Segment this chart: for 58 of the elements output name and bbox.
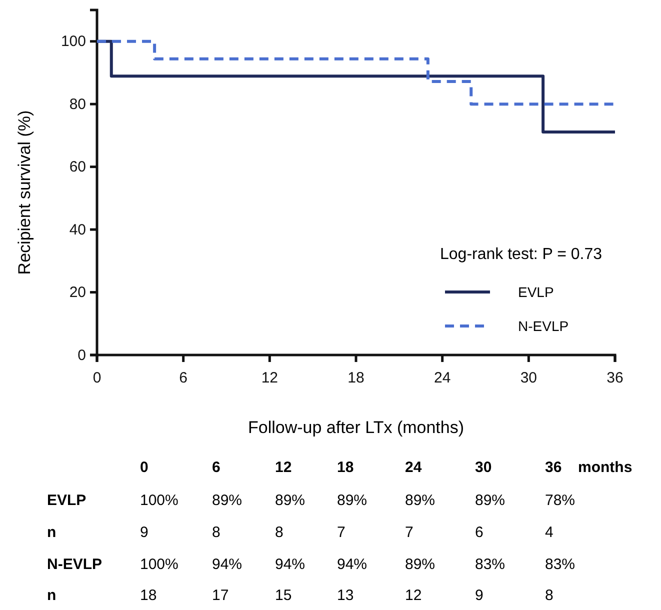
text: 8 [545, 587, 554, 604]
text: 36 [545, 459, 562, 476]
text: 30 [475, 459, 492, 476]
y-tick-label: 20 [69, 284, 86, 302]
text: 94% [275, 556, 306, 573]
x-tick-label: 36 [606, 370, 624, 387]
y-tick-label: 80 [69, 96, 86, 113]
text: months [578, 459, 632, 476]
text: 94% [337, 556, 368, 573]
text: 83% [545, 556, 576, 573]
legend-label: EVLP [518, 284, 554, 300]
text: 12 [405, 587, 422, 604]
text: 94% [212, 556, 242, 573]
text: 24 [405, 459, 422, 476]
text: 13 [337, 587, 354, 604]
x-axis-title: Follow-up after LTx (months) [248, 418, 464, 437]
text: EVLP [47, 492, 86, 509]
y-tick-label: 100 [60, 33, 86, 50]
text: 7 [337, 524, 346, 541]
x-tick-label: 30 [520, 370, 538, 387]
text: 89% [275, 492, 306, 509]
text: 6 [212, 459, 220, 476]
text: 17 [212, 587, 229, 604]
text: 89% [337, 492, 368, 509]
y-axis-title: Recipient survival (%) [15, 110, 34, 275]
x-tick-label: 6 [179, 370, 188, 387]
text: 12 [275, 459, 292, 476]
text: 89% [212, 492, 242, 509]
text: 0 [140, 459, 148, 476]
x-tick-label: 0 [92, 370, 102, 387]
text: N-EVLP [47, 556, 102, 573]
text: 15 [275, 587, 292, 604]
text: n [47, 524, 56, 541]
y-tick-label: 60 [69, 158, 86, 176]
text: 18 [140, 587, 157, 604]
text: n [47, 587, 56, 604]
text: 100% [140, 492, 178, 509]
x-tick-label: 12 [261, 370, 278, 387]
text: 9 [140, 524, 148, 541]
x-tick-label: 24 [434, 370, 451, 387]
text: 6 [475, 524, 484, 541]
text: 9 [475, 587, 484, 604]
text: 7 [405, 524, 414, 541]
text: 18 [337, 459, 354, 476]
y-tick-label: 0 [78, 346, 86, 364]
text: 100% [140, 556, 178, 573]
text: 78% [545, 492, 576, 509]
text: 89% [475, 492, 506, 509]
text: 4 [545, 524, 554, 541]
annotation: Log-rank test: P = 0.73 [440, 246, 602, 263]
text: 83% [475, 556, 506, 573]
legend-label: N-EVLP [518, 318, 569, 334]
y-tick-label: 40 [69, 221, 86, 238]
x-tick-label: 18 [348, 370, 364, 387]
text: 89% [405, 492, 436, 509]
text: 89% [405, 556, 436, 573]
text: 8 [275, 524, 284, 541]
text: 8 [212, 524, 220, 541]
